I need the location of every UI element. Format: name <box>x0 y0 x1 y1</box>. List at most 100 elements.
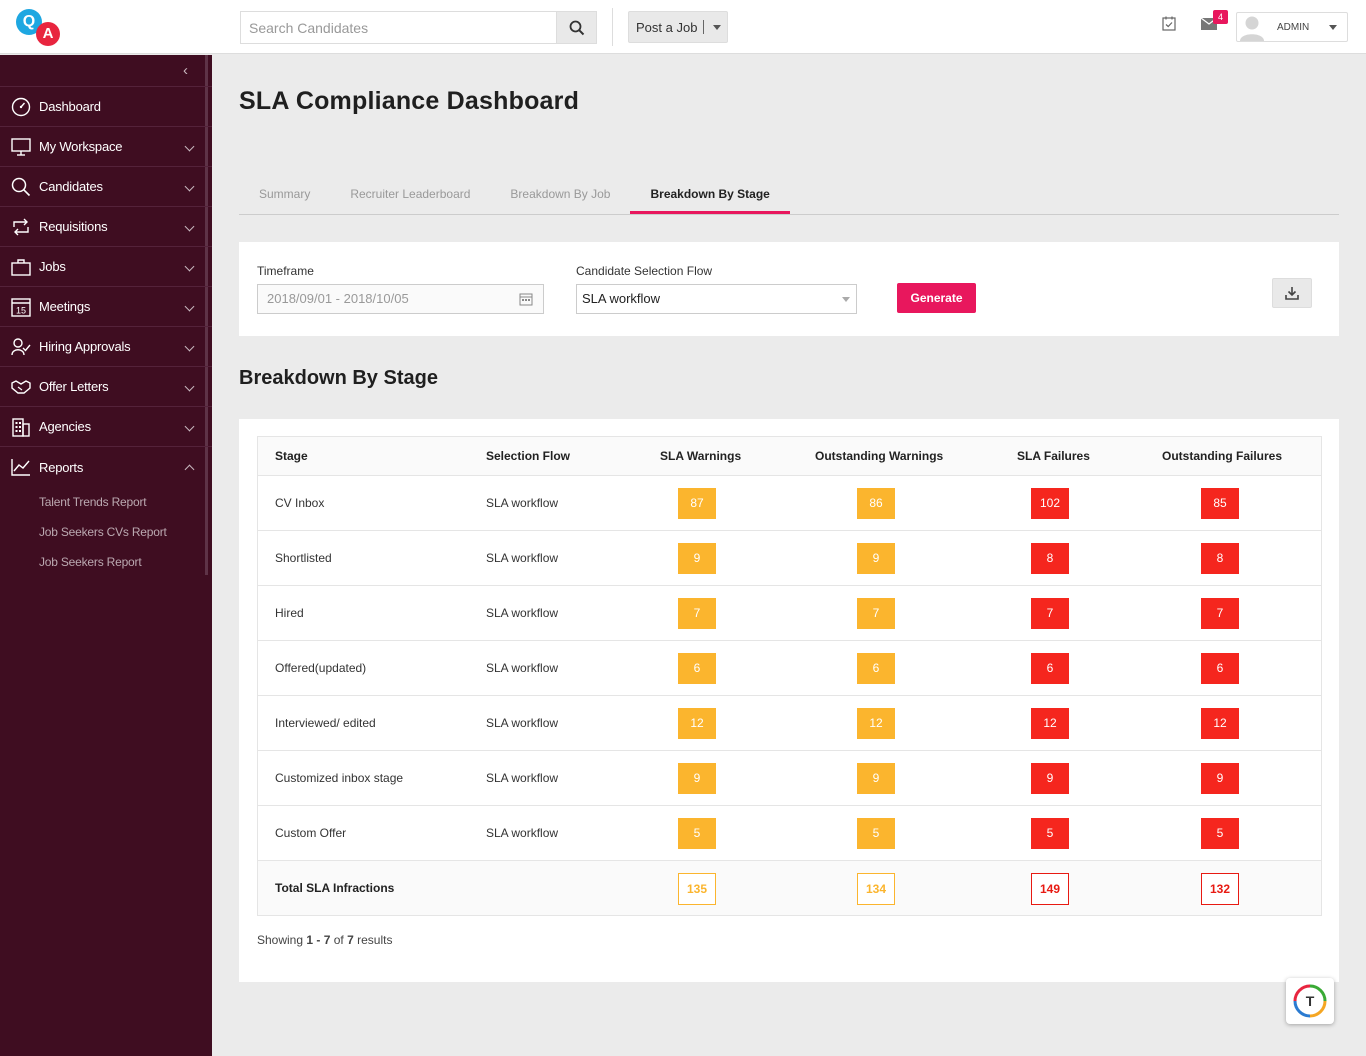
flow-cell: SLA workflow <box>486 771 559 785</box>
help-widget-button[interactable]: T <box>1286 978 1334 1024</box>
flow-value: SLA workflow <box>582 291 661 306</box>
header-sla-warnings[interactable]: SLA Warnings <box>660 449 742 463</box>
sidebar-subitem-talent-trends[interactable]: Talent Trends Report <box>39 495 147 509</box>
sidebar-item-requisitions[interactable]: Requisitions <box>0 207 212 247</box>
filter-panel: Timeframe 2018/09/01 - 2018/10/05 Candid… <box>239 242 1339 336</box>
sla-warnings-cell[interactable]: 12 <box>678 708 716 739</box>
sidebar-item-label: Meetings <box>39 299 91 314</box>
outstanding-failures-cell[interactable]: 6 <box>1201 653 1239 684</box>
sla-warnings-cell[interactable]: 9 <box>678 543 716 574</box>
chevron-down-icon <box>184 141 195 152</box>
app-logo[interactable]: Q A <box>16 9 62 47</box>
sla-failures-cell[interactable]: 12 <box>1031 708 1069 739</box>
sidebar-subitem-job-seekers-cvs[interactable]: Job Seekers CVs Report <box>39 525 167 539</box>
sidebar-item-hiring-approvals[interactable]: Hiring Approvals <box>0 327 212 367</box>
sidebar-item-reports[interactable]: Reports <box>0 447 212 487</box>
search-box <box>240 11 597 44</box>
sidebar-collapse[interactable]: ‹ <box>0 55 212 87</box>
table-row: Offered(updated) SLA workflow 6 6 6 6 <box>258 641 1321 696</box>
tab-summary[interactable]: Summary <box>259 187 311 201</box>
sla-warnings-cell[interactable]: 6 <box>678 653 716 684</box>
total-outstanding-failures[interactable]: 132 <box>1201 873 1239 905</box>
showing-suffix: results <box>353 933 393 947</box>
tab-breakdown-by-stage[interactable]: Breakdown By Stage <box>630 181 790 214</box>
svg-text:T: T <box>1306 993 1315 1009</box>
swap-icon <box>10 217 32 237</box>
sla-failures-cell[interactable]: 8 <box>1031 543 1069 574</box>
outstanding-failures-cell[interactable]: 85 <box>1201 488 1239 519</box>
sla-failures-cell[interactable]: 6 <box>1031 653 1069 684</box>
outstanding-warnings-cell[interactable]: 5 <box>857 818 895 849</box>
sla-warnings-cell[interactable]: 7 <box>678 598 716 629</box>
flow-cell: SLA workflow <box>486 826 559 840</box>
sla-warnings-cell[interactable]: 5 <box>678 818 716 849</box>
outstanding-warnings-cell[interactable]: 6 <box>857 653 895 684</box>
tab-recruiter-leaderboard[interactable]: Recruiter Leaderboard <box>350 187 471 201</box>
logo-q: Q <box>16 9 42 35</box>
table-row: CV Inbox SLA workflow 87 86 102 85 <box>258 476 1321 531</box>
post-job-label: Post a Job <box>636 19 698 35</box>
tasks-icon[interactable] <box>1162 16 1176 31</box>
sidebar-item-label: Hiring Approvals <box>39 339 131 354</box>
outstanding-warnings-cell[interactable]: 86 <box>857 488 895 519</box>
sla-warnings-cell[interactable]: 9 <box>678 763 716 794</box>
sidebar-item-jobs[interactable]: Jobs <box>0 247 212 287</box>
outstanding-failures-cell[interactable]: 9 <box>1201 763 1239 794</box>
sidebar-item-candidates[interactable]: Candidates <box>0 167 212 207</box>
chevron-left-icon[interactable]: ‹ <box>183 62 188 79</box>
total-outstanding-warnings[interactable]: 134 <box>857 873 895 905</box>
user-name: ADMIN <box>1277 21 1310 33</box>
chevron-down-icon <box>184 421 195 432</box>
outstanding-failures-cell[interactable]: 12 <box>1201 708 1239 739</box>
header-outstanding-failures[interactable]: Outstanding Failures <box>1162 449 1283 463</box>
sla-failures-cell[interactable]: 7 <box>1031 598 1069 629</box>
logo-a: A <box>36 22 60 46</box>
search-input[interactable] <box>241 12 557 43</box>
sla-failures-cell[interactable]: 5 <box>1031 818 1069 849</box>
outstanding-warnings-cell[interactable]: 9 <box>857 763 895 794</box>
sidebar-item-offer-letters[interactable]: Offer Letters <box>0 367 212 407</box>
chevron-down-icon <box>184 181 195 192</box>
outstanding-failures-cell[interactable]: 8 <box>1201 543 1239 574</box>
avatar <box>1237 13 1267 41</box>
sidebar-item-meetings[interactable]: 15 Meetings <box>0 287 212 327</box>
total-sla-failures[interactable]: 149 <box>1031 873 1069 905</box>
header-selection-flow[interactable]: Selection Flow <box>486 449 571 463</box>
sidebar-item-agencies[interactable]: Agencies <box>0 407 212 447</box>
outstanding-failures-cell[interactable]: 5 <box>1201 818 1239 849</box>
sidebar-item-dashboard[interactable]: Dashboard <box>0 87 212 127</box>
sidebar-item-my-workspace[interactable]: My Workspace <box>0 127 212 167</box>
outstanding-warnings-cell[interactable]: 12 <box>857 708 895 739</box>
flow-select[interactable]: SLA workflow <box>576 284 857 314</box>
outstanding-warnings-cell[interactable]: 7 <box>857 598 895 629</box>
header-sla-failures[interactable]: SLA Failures <box>1017 449 1090 463</box>
flow-cell: SLA workflow <box>486 496 559 510</box>
results-summary: Showing 1 - 7 of 7 results <box>257 933 392 947</box>
flow-cell: SLA workflow <box>486 661 559 675</box>
search-button[interactable] <box>556 12 596 43</box>
timeframe-field[interactable]: 2018/09/01 - 2018/10/05 <box>257 284 544 314</box>
total-sla-warnings[interactable]: 135 <box>678 873 716 905</box>
sidebar-subitem-job-seekers[interactable]: Job Seekers Report <box>39 555 142 569</box>
stage-cell: Shortlisted <box>275 551 332 565</box>
sla-warnings-cell[interactable]: 87 <box>678 488 716 519</box>
download-button[interactable] <box>1272 278 1312 308</box>
header-outstanding-warnings[interactable]: Outstanding Warnings <box>815 449 944 463</box>
user-menu[interactable]: ADMIN <box>1236 12 1348 42</box>
tab-breakdown-by-job[interactable]: Breakdown By Job <box>510 187 611 201</box>
sidebar-scrollbar[interactable] <box>205 55 208 575</box>
header-stage[interactable]: Stage <box>275 449 308 463</box>
sla-failures-cell[interactable]: 102 <box>1031 488 1069 519</box>
post-job-button[interactable]: Post a Job <box>628 11 728 43</box>
calendar-icon[interactable] <box>519 292 533 306</box>
table-row: Customized inbox stage SLA workflow 9 9 … <box>258 751 1321 806</box>
chevron-down-icon[interactable] <box>713 24 722 30</box>
briefcase-icon <box>10 257 32 277</box>
outstanding-warnings-cell[interactable]: 9 <box>857 543 895 574</box>
showing-count: 7 <box>347 933 354 947</box>
stage-cell: Custom Offer <box>275 826 347 840</box>
sla-failures-cell[interactable]: 9 <box>1031 763 1069 794</box>
dashboard-icon <box>10 97 32 117</box>
outstanding-failures-cell[interactable]: 7 <box>1201 598 1239 629</box>
generate-button[interactable]: Generate <box>897 283 976 313</box>
